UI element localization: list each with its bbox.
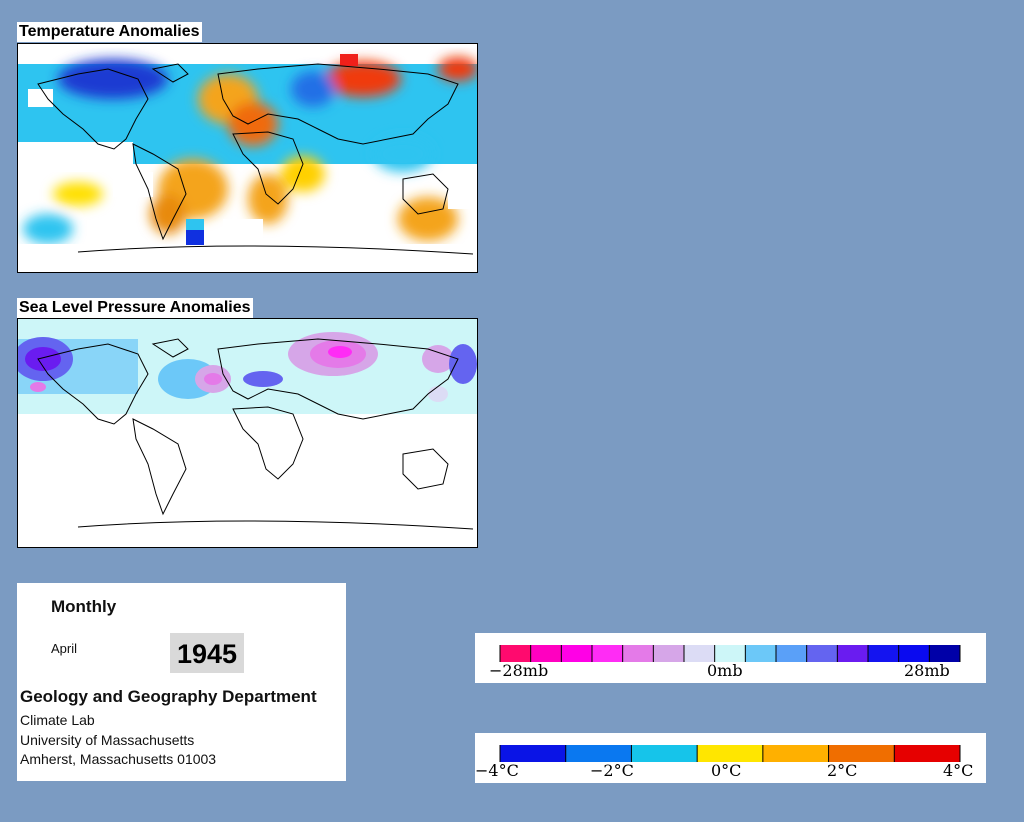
temperature-colorbar-swatch xyxy=(631,745,698,762)
pressure-colorbar-swatch xyxy=(561,645,593,662)
temperature-legend: −4°C −2°C 0°C 2°C 4°C xyxy=(475,733,986,783)
pressure-colorbar-swatch xyxy=(714,645,746,662)
pressure-colorbar-swatch xyxy=(622,645,654,662)
temperature-legend-label-neg4: −4°C xyxy=(475,761,519,780)
year-display: 1945 xyxy=(170,633,244,673)
pressure-colorbar-swatch xyxy=(929,645,961,662)
pressure-colorbar-swatch xyxy=(868,645,900,662)
university-name: University of Massachusetts xyxy=(20,732,195,748)
pressure-colorbar xyxy=(499,645,961,662)
pressure-colorbar-swatch xyxy=(500,645,532,662)
temperature-colorbar-swatch xyxy=(697,745,764,762)
temperature-anomaly-map xyxy=(17,43,478,273)
temperature-legend-label-pos4: 4°C xyxy=(943,761,974,780)
temperature-colorbar-swatch xyxy=(828,745,895,762)
pressure-colorbar-swatch xyxy=(898,645,930,662)
pressure-colorbar-swatch xyxy=(745,645,777,662)
pressure-legend-zero-label: 0mb xyxy=(707,661,743,680)
pressure-colorbar-swatch xyxy=(806,645,838,662)
pressure-colorbar-swatch xyxy=(592,645,624,662)
temperature-colorbar-swatch xyxy=(762,745,830,762)
temperature-colorbar-swatch xyxy=(500,745,567,762)
temperature-legend-label-neg2: −2°C xyxy=(590,761,634,780)
period-label: Monthly xyxy=(51,597,117,616)
temperature-colorbar xyxy=(499,745,961,762)
temperature-colorbar-swatch xyxy=(894,745,961,762)
temperature-anomalies-title: Temperature Anomalies xyxy=(17,22,202,42)
department-name: Geology and Geography Department xyxy=(20,687,317,706)
temperature-colorbar-swatch xyxy=(565,745,632,762)
pressure-colorbar-swatch xyxy=(530,645,562,662)
pressure-colorbar-swatch xyxy=(653,645,685,662)
pressure-colorbar-swatch xyxy=(837,645,869,662)
pressure-legend: −28mb 0mb 28mb xyxy=(475,633,986,683)
lab-name: Climate Lab xyxy=(20,712,95,728)
info-box: Monthly April 1945 Geology and Geography… xyxy=(17,583,346,781)
temperature-legend-label-zero: 0°C xyxy=(711,761,742,780)
pressure-anomaly-map xyxy=(17,318,478,548)
pressure-legend-max-label: 28mb xyxy=(904,661,950,680)
pressure-anomalies-title: Sea Level Pressure Anomalies xyxy=(17,298,253,318)
pressure-legend-min-label: −28mb xyxy=(489,661,549,680)
pressure-colorbar-swatch xyxy=(684,645,716,662)
pressure-colorbar-swatch xyxy=(776,645,808,662)
address-line: Amherst, Massachusetts 01003 xyxy=(20,751,217,767)
month-label: April xyxy=(51,641,78,656)
temperature-legend-label-pos2: 2°C xyxy=(827,761,858,780)
